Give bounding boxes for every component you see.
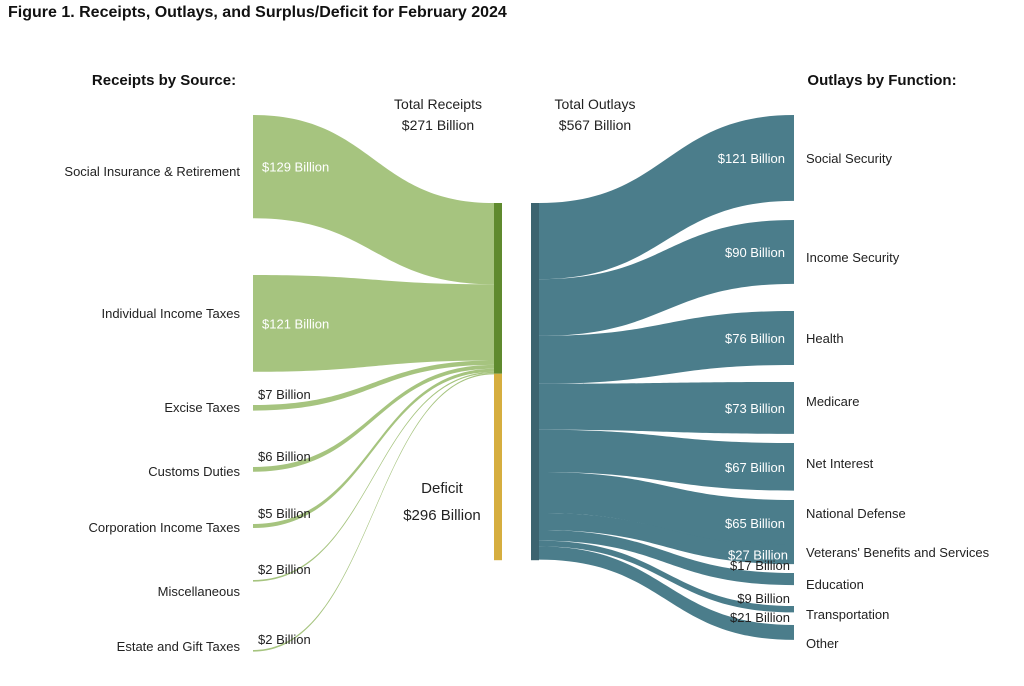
outlay-label-other: Other bbox=[806, 636, 839, 651]
receipt-value-corporation-income-taxes: $5 Billion bbox=[258, 506, 311, 521]
total-receipts-value: $271 Billion bbox=[402, 117, 474, 133]
receipt-flow-miscellaneous bbox=[253, 371, 494, 582]
outlay-value-transportation: $9 Billion bbox=[737, 591, 790, 606]
total-bars bbox=[494, 203, 539, 561]
receipt-label-estate-and-gift-taxes: Estate and Gift Taxes bbox=[117, 639, 241, 654]
outlay-label-national-defense: National Defense bbox=[806, 506, 906, 521]
receipt-value-excise-taxes: $7 Billion bbox=[258, 387, 311, 402]
receipt-value-estate-and-gift-taxes: $2 Billion bbox=[258, 632, 311, 647]
outlay-label-education: Education bbox=[806, 577, 864, 592]
receipt-flows bbox=[253, 115, 494, 652]
outlay-flow-social-security bbox=[539, 115, 794, 280]
deficit-value: $296 Billion bbox=[403, 507, 481, 524]
outlay-value-net-interest: $67 Billion bbox=[725, 460, 785, 475]
outlay-label-veterans-benefits-and-services: Veterans' Benefits and Services bbox=[806, 545, 990, 560]
outlay-flow-net-interest bbox=[539, 429, 794, 491]
outlay-value-national-defense: $65 Billion bbox=[725, 516, 785, 531]
outlay-value-veterans-benefits-and-services: $27 Billion bbox=[728, 548, 788, 563]
total-outlays-label: Total Outlays bbox=[555, 96, 636, 112]
outlay-flow-medicare bbox=[539, 382, 794, 434]
receipt-flow-estate-and-gift-taxes bbox=[253, 373, 494, 652]
outlay-flow-national-defense bbox=[539, 472, 794, 547]
outlay-flow-health bbox=[539, 311, 794, 384]
outlay-value-health: $76 Billion bbox=[725, 331, 785, 346]
outlays-heading: Outlays by Function: bbox=[807, 72, 956, 89]
receipt-label-customs-duties: Customs Duties bbox=[148, 464, 240, 479]
receipt-label-corporation-income-taxes: Corporation Income Taxes bbox=[88, 520, 240, 535]
receipt-flow-excise-taxes bbox=[253, 360, 494, 411]
receipt-label-individual-income-taxes: Individual Income Taxes bbox=[101, 306, 240, 321]
total-receipts-bar bbox=[494, 203, 502, 374]
outlay-value-other: $21 Billion bbox=[730, 610, 790, 625]
outlay-value-education: $17 Billion bbox=[730, 558, 790, 573]
total-outlays-value: $567 Billion bbox=[559, 117, 631, 133]
receipt-label-miscellaneous: Miscellaneous bbox=[158, 584, 241, 599]
outlay-flow-transportation bbox=[539, 540, 794, 613]
outlay-value-income-security: $90 Billion bbox=[725, 245, 785, 260]
outlay-value-medicare: $73 Billion bbox=[725, 401, 785, 416]
outlay-flow-income-security bbox=[539, 220, 794, 336]
receipt-value-miscellaneous: $2 Billion bbox=[258, 562, 311, 577]
deficit-label: Deficit bbox=[421, 480, 464, 497]
figure-title: Figure 1. Receipts, Outlays, and Surplus… bbox=[8, 4, 507, 21]
receipt-label-excise-taxes: Excise Taxes bbox=[164, 400, 240, 415]
outlay-label-medicare: Medicare bbox=[806, 394, 859, 409]
outlay-flows bbox=[539, 115, 794, 640]
outlay-flow-veterans-benefits-and-services bbox=[539, 512, 794, 565]
receipt-flow-social-insurance-retirement bbox=[253, 115, 494, 285]
outlay-value-social-security: $121 Billion bbox=[718, 151, 785, 166]
receipt-flow-corporation-income-taxes bbox=[253, 368, 494, 528]
receipt-flow-customs-duties bbox=[253, 364, 494, 472]
receipt-value-social-insurance-retirement: $129 Billion bbox=[262, 160, 329, 175]
outlay-flow-education bbox=[539, 529, 794, 586]
total-outlays-bar bbox=[531, 203, 539, 561]
receipt-value-individual-income-taxes: $121 Billion bbox=[262, 316, 329, 331]
receipt-label-social-insurance-retirement: Social Insurance & Retirement bbox=[64, 164, 240, 179]
receipt-flow-individual-income-taxes bbox=[253, 275, 494, 372]
outlay-label-income-security: Income Security bbox=[806, 250, 900, 265]
outlay-label-health: Health bbox=[806, 331, 844, 346]
outlay-label-transportation: Transportation bbox=[806, 607, 889, 622]
receipt-value-customs-duties: $6 Billion bbox=[258, 449, 311, 464]
outlay-flow-other bbox=[539, 546, 794, 640]
total-receipts-label: Total Receipts bbox=[394, 96, 482, 112]
flow-labels: Social Insurance & Retirement $129 Billio… bbox=[64, 151, 989, 654]
receipts-heading: Receipts by Source: bbox=[92, 72, 236, 89]
outlay-label-net-interest: Net Interest bbox=[806, 456, 874, 471]
deficit-bar bbox=[494, 373, 502, 561]
outlay-label-social-security: Social Security bbox=[806, 151, 892, 166]
